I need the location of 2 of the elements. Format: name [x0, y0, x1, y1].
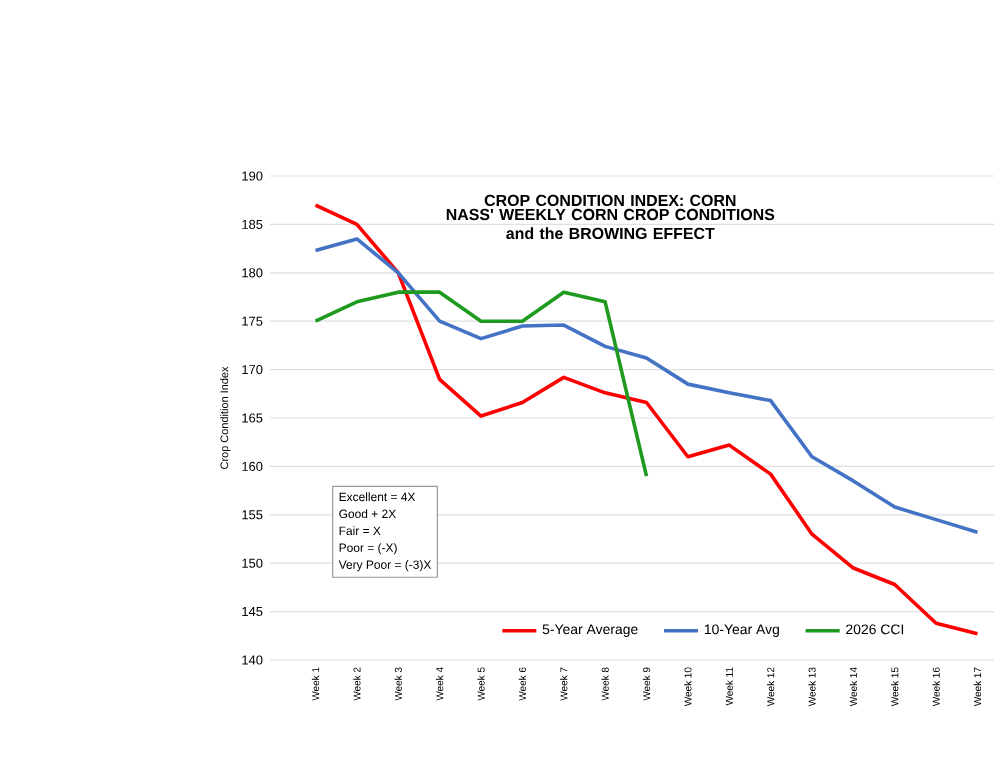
- line-series: [313, 237, 980, 535]
- line-series: [313, 290, 649, 478]
